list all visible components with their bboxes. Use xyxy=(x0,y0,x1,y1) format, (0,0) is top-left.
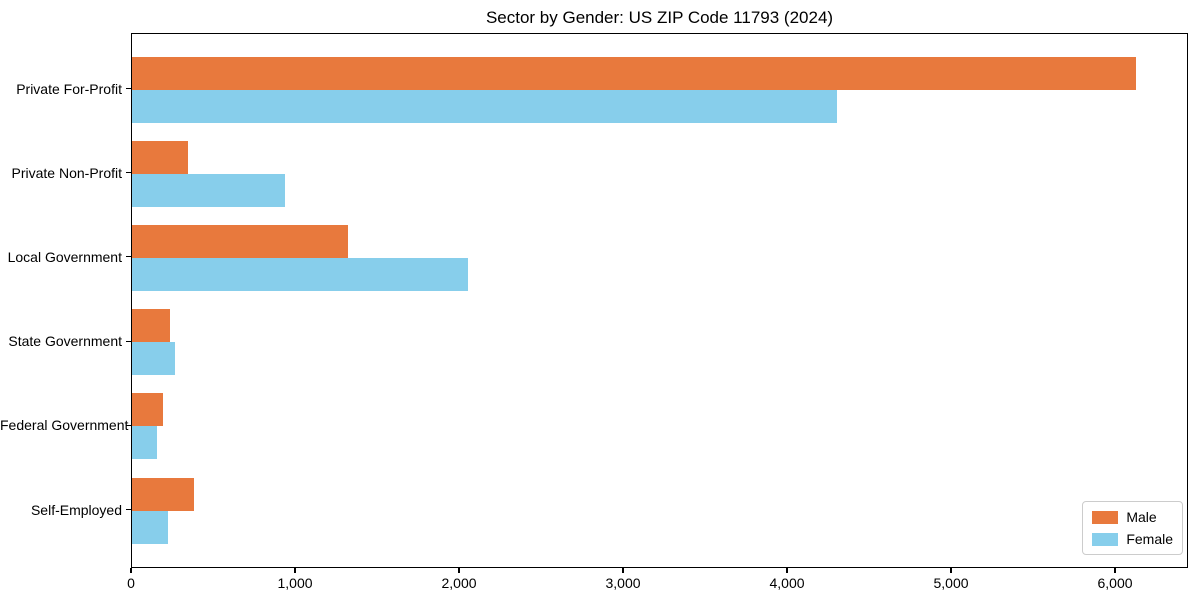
x-tick-mark xyxy=(1114,568,1116,573)
bar-male-local-government xyxy=(132,224,349,258)
x-tick-label: 4,000 xyxy=(769,575,805,591)
bar-female-self-employed xyxy=(132,510,169,544)
bar-male-private-for-profit xyxy=(132,56,1136,90)
x-tick-mark xyxy=(950,568,952,573)
y-tick-label: Private Non-Profit xyxy=(11,164,122,181)
legend-label-male: Male xyxy=(1126,509,1157,525)
x-tick-label: 5,000 xyxy=(933,575,969,591)
x-tick-label: 2,000 xyxy=(441,575,477,591)
female-color-swatch xyxy=(1092,532,1119,546)
y-tick-mark xyxy=(126,172,131,174)
male-color-swatch xyxy=(1092,510,1119,524)
plot-area: Male Female xyxy=(131,33,1188,568)
bar-female-private-for-profit xyxy=(132,89,838,123)
bar-male-federal-government xyxy=(132,393,164,427)
bar-male-state-government xyxy=(132,309,170,343)
bar-male-private-non-profit xyxy=(132,140,188,174)
x-tick-label: 3,000 xyxy=(605,575,641,591)
y-tick-label: Self-Employed xyxy=(30,501,122,518)
x-tick-mark xyxy=(622,568,624,573)
legend: Male Female xyxy=(1082,501,1183,555)
bar-female-state-government xyxy=(132,342,175,376)
x-tick-mark xyxy=(786,568,788,573)
chart-title: Sector by Gender: US ZIP Code 11793 (202… xyxy=(485,8,834,27)
y-tick-mark xyxy=(126,508,131,511)
x-tick-label: 1,000 xyxy=(277,575,313,591)
y-tick-mark xyxy=(126,340,131,342)
bar-female-federal-government xyxy=(132,426,157,460)
x-tick-mark xyxy=(458,568,460,573)
legend-label-female: Female xyxy=(1126,531,1173,547)
y-tick-mark xyxy=(126,87,131,90)
y-tick-label: Local Government xyxy=(7,248,122,265)
x-tick-mark xyxy=(130,568,132,573)
x-tick-label: 6,000 xyxy=(1097,575,1133,591)
legend-entry-male: Male xyxy=(1092,509,1173,525)
y-tick-mark xyxy=(126,424,131,426)
bar-male-self-employed xyxy=(132,477,195,511)
bar-female-private-non-profit xyxy=(132,173,285,207)
x-tick-label: 0 xyxy=(127,575,135,591)
y-tick-label: Federal Government xyxy=(0,417,129,434)
x-tick-mark xyxy=(294,568,296,573)
legend-entry-female: Female xyxy=(1092,531,1173,547)
y-tick-label: State Government xyxy=(8,333,122,350)
y-tick-mark xyxy=(126,256,131,258)
y-tick-label: Private For-Profit xyxy=(16,80,122,97)
bar-female-local-government xyxy=(132,257,469,291)
